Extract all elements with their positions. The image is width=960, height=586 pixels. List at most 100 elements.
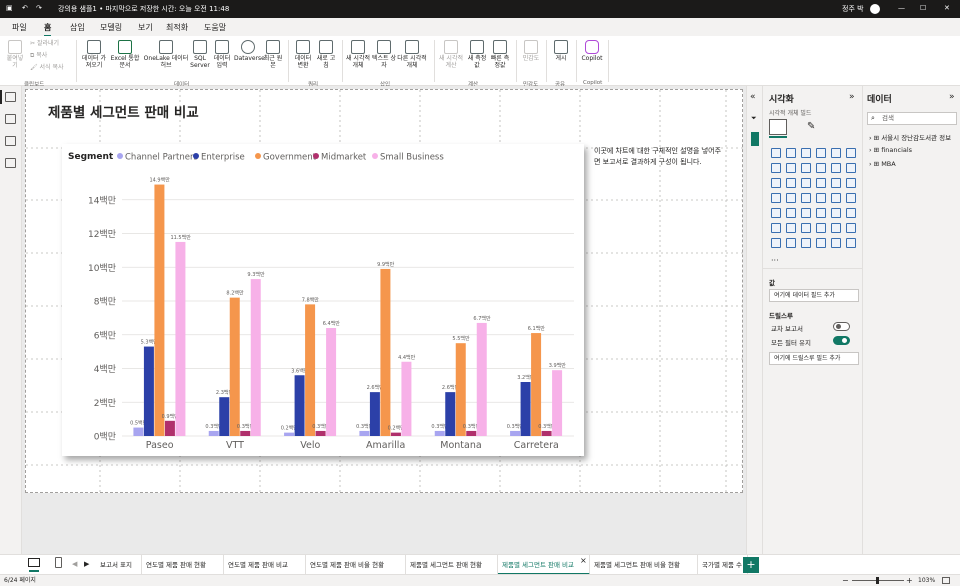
tab-view[interactable]: 보기 [138,23,153,32]
recent-sources-button[interactable]: 최근 원본 [263,40,283,69]
narrative-visual-icon[interactable] [816,223,826,233]
redo-icon[interactable]: ↷ [36,4,42,12]
power-apps-visual-icon[interactable] [771,238,781,248]
maximize-icon[interactable]: ☐ [920,4,927,12]
shape-map-visual-icon[interactable] [786,193,796,203]
refresh-button[interactable]: 새로 고침 [316,40,336,69]
table-view-icon[interactable] [5,114,16,124]
data-search-input[interactable]: 검색 [867,112,957,125]
treemap-visual-icon[interactable] [831,178,841,188]
r-visual-visual-icon[interactable] [831,208,841,218]
filled-map-visual-icon[interactable] [771,193,781,203]
scroll-right-icon[interactable]: ▶ [84,560,90,568]
dax-query-view-icon[interactable] [5,158,16,168]
trophy-visual-icon[interactable] [846,223,856,233]
stacked-bar-visual-icon[interactable] [771,148,781,158]
clustered-column-visual-icon[interactable] [816,148,826,158]
format-painter-button[interactable]: 🖌 서식 복사 [30,64,64,71]
copy-button[interactable]: ⧉ 복사 [30,52,48,59]
keep-filters-toggle[interactable] [833,336,850,345]
page-tab[interactable]: 국가별 제품 수 [698,555,748,575]
transform-data-button[interactable]: 데이터 변환 [292,40,314,69]
azure-map-visual-icon[interactable] [801,193,811,203]
avatar[interactable] [870,4,880,14]
text-box-button[interactable]: 텍스트 상자 [372,40,396,69]
tab-modeling[interactable]: 모델링 [100,23,123,32]
more-visuals-button[interactable]: 다른 시각적 개체 [397,40,427,69]
model-view-icon[interactable] [5,136,16,146]
cut-button[interactable]: ✂ 잘라내기 [30,40,60,47]
page-tab[interactable]: 보고서 표지 [96,555,142,575]
qa-visual-icon[interactable] [801,223,811,233]
cross-report-toggle[interactable] [833,322,850,331]
format-visual-icon[interactable]: ✎ [807,121,816,132]
paste-button[interactable]: 붙여넣기 [4,40,26,69]
matrix-visual-icon[interactable] [816,208,826,218]
mobile-layout-icon[interactable] [55,557,62,568]
funnel-visual-icon[interactable] [771,178,781,188]
sensitivity-button[interactable]: 민감도 [520,40,542,62]
line-visual-icon[interactable] [771,163,781,173]
table-node[interactable]: › ⊞ MBA [869,160,896,168]
pie-visual-icon[interactable] [801,178,811,188]
quick-measure-button[interactable]: 빠른 측정값 [489,40,511,69]
build-visual-icon[interactable] [769,119,787,135]
zoom-slider-thumb[interactable] [876,577,879,584]
zoom-out-icon[interactable]: − [842,576,849,585]
tab-help[interactable]: 도움말 [204,23,227,32]
zoom-in-icon[interactable]: + [906,576,913,585]
custom-1-visual-icon[interactable] [816,238,826,248]
tab-insert[interactable]: 삽입 [70,23,85,32]
tab-optimize[interactable]: 최적화 [166,23,189,32]
desktop-layout-icon[interactable] [28,558,40,567]
clustered-bar-visual-icon[interactable] [801,148,811,158]
drillthrough-field-well[interactable]: 여기에 드릴스루 필드 추가 [769,352,859,365]
page-tab[interactable]: 연도별 제품 판매 현황 [142,555,224,575]
expand-viz-icon[interactable]: » [849,92,855,102]
sql-server-button[interactable]: SQL Server [190,40,210,69]
card-visual-icon[interactable] [831,193,841,203]
page-title[interactable]: 제품별 세그먼트 판매 비교 [48,105,199,121]
publish-button[interactable]: 게시 [550,40,572,62]
100-column-visual-icon[interactable] [846,148,856,158]
save-icon[interactable]: ▣ [6,4,13,12]
minimize-icon[interactable]: — [898,4,905,12]
visualizations-tab-icon[interactable] [751,132,759,146]
custom-2-visual-icon[interactable] [831,238,841,248]
waterfall-visual-icon[interactable] [846,163,856,173]
python-visual-visual-icon[interactable] [846,208,856,218]
decomp-tree-visual-icon[interactable] [786,223,796,233]
donut-visual-icon[interactable] [816,178,826,188]
values-field-well[interactable]: 여기에 데이터 필드 추가 [769,289,859,302]
gauge-visual-icon[interactable] [816,193,826,203]
clustered-column-chart[interactable]: Segment Channel Partners Enterprise Governm… [62,144,584,456]
page-tab[interactable]: 제품별 세그먼트 판매 현황 [406,555,498,575]
add-page-button[interactable]: + [743,557,759,573]
fit-to-page-icon[interactable] [942,577,950,584]
100-bar-visual-icon[interactable] [831,148,841,158]
stacked-column-visual-icon[interactable] [786,148,796,158]
dataverse-button[interactable]: Dataverse [234,40,265,62]
enter-data-button[interactable]: 데이터 입력 [211,40,233,69]
key-influencers-visual-icon[interactable] [771,223,781,233]
more-visuals-icon[interactable]: ··· [771,256,779,265]
arcgis-visual-icon[interactable] [801,238,811,248]
report-page[interactable]: 제품별 세그먼트 판매 비교 Segment Channel Partners En… [25,89,744,494]
page-tab[interactable]: 제품별 세그먼트 판매 비율 현황 [590,555,698,575]
undo-icon[interactable]: ↶ [22,4,28,12]
paginated-visual-icon[interactable] [831,223,841,233]
description-textbox[interactable]: 이곳에 차트에 대한 구체적인 설명을 넣어주면 보고서로 결과하게 구성이 됩… [594,147,722,166]
filters-icon[interactable]: ⏷ [751,114,757,122]
area-visual-icon[interactable] [786,163,796,173]
tab-file[interactable]: 파일 [12,23,27,32]
page-tab[interactable]: 연도별 제품 판매 비교 [224,555,306,575]
map-visual-icon[interactable] [846,178,856,188]
multi-row-card-visual-icon[interactable] [846,193,856,203]
kpi-visual-icon[interactable] [771,208,781,218]
page-tab[interactable]: 제품별 세그먼트 판매 비교 [498,555,590,575]
close-icon[interactable]: ✕ [944,4,950,12]
report-view-icon[interactable] [5,92,16,102]
excel-button[interactable]: Excel 통합 문서 [110,40,140,69]
stacked-area-visual-icon[interactable] [801,163,811,173]
page-tab[interactable]: 연도별 제품 판매 비율 현황 [306,555,406,575]
